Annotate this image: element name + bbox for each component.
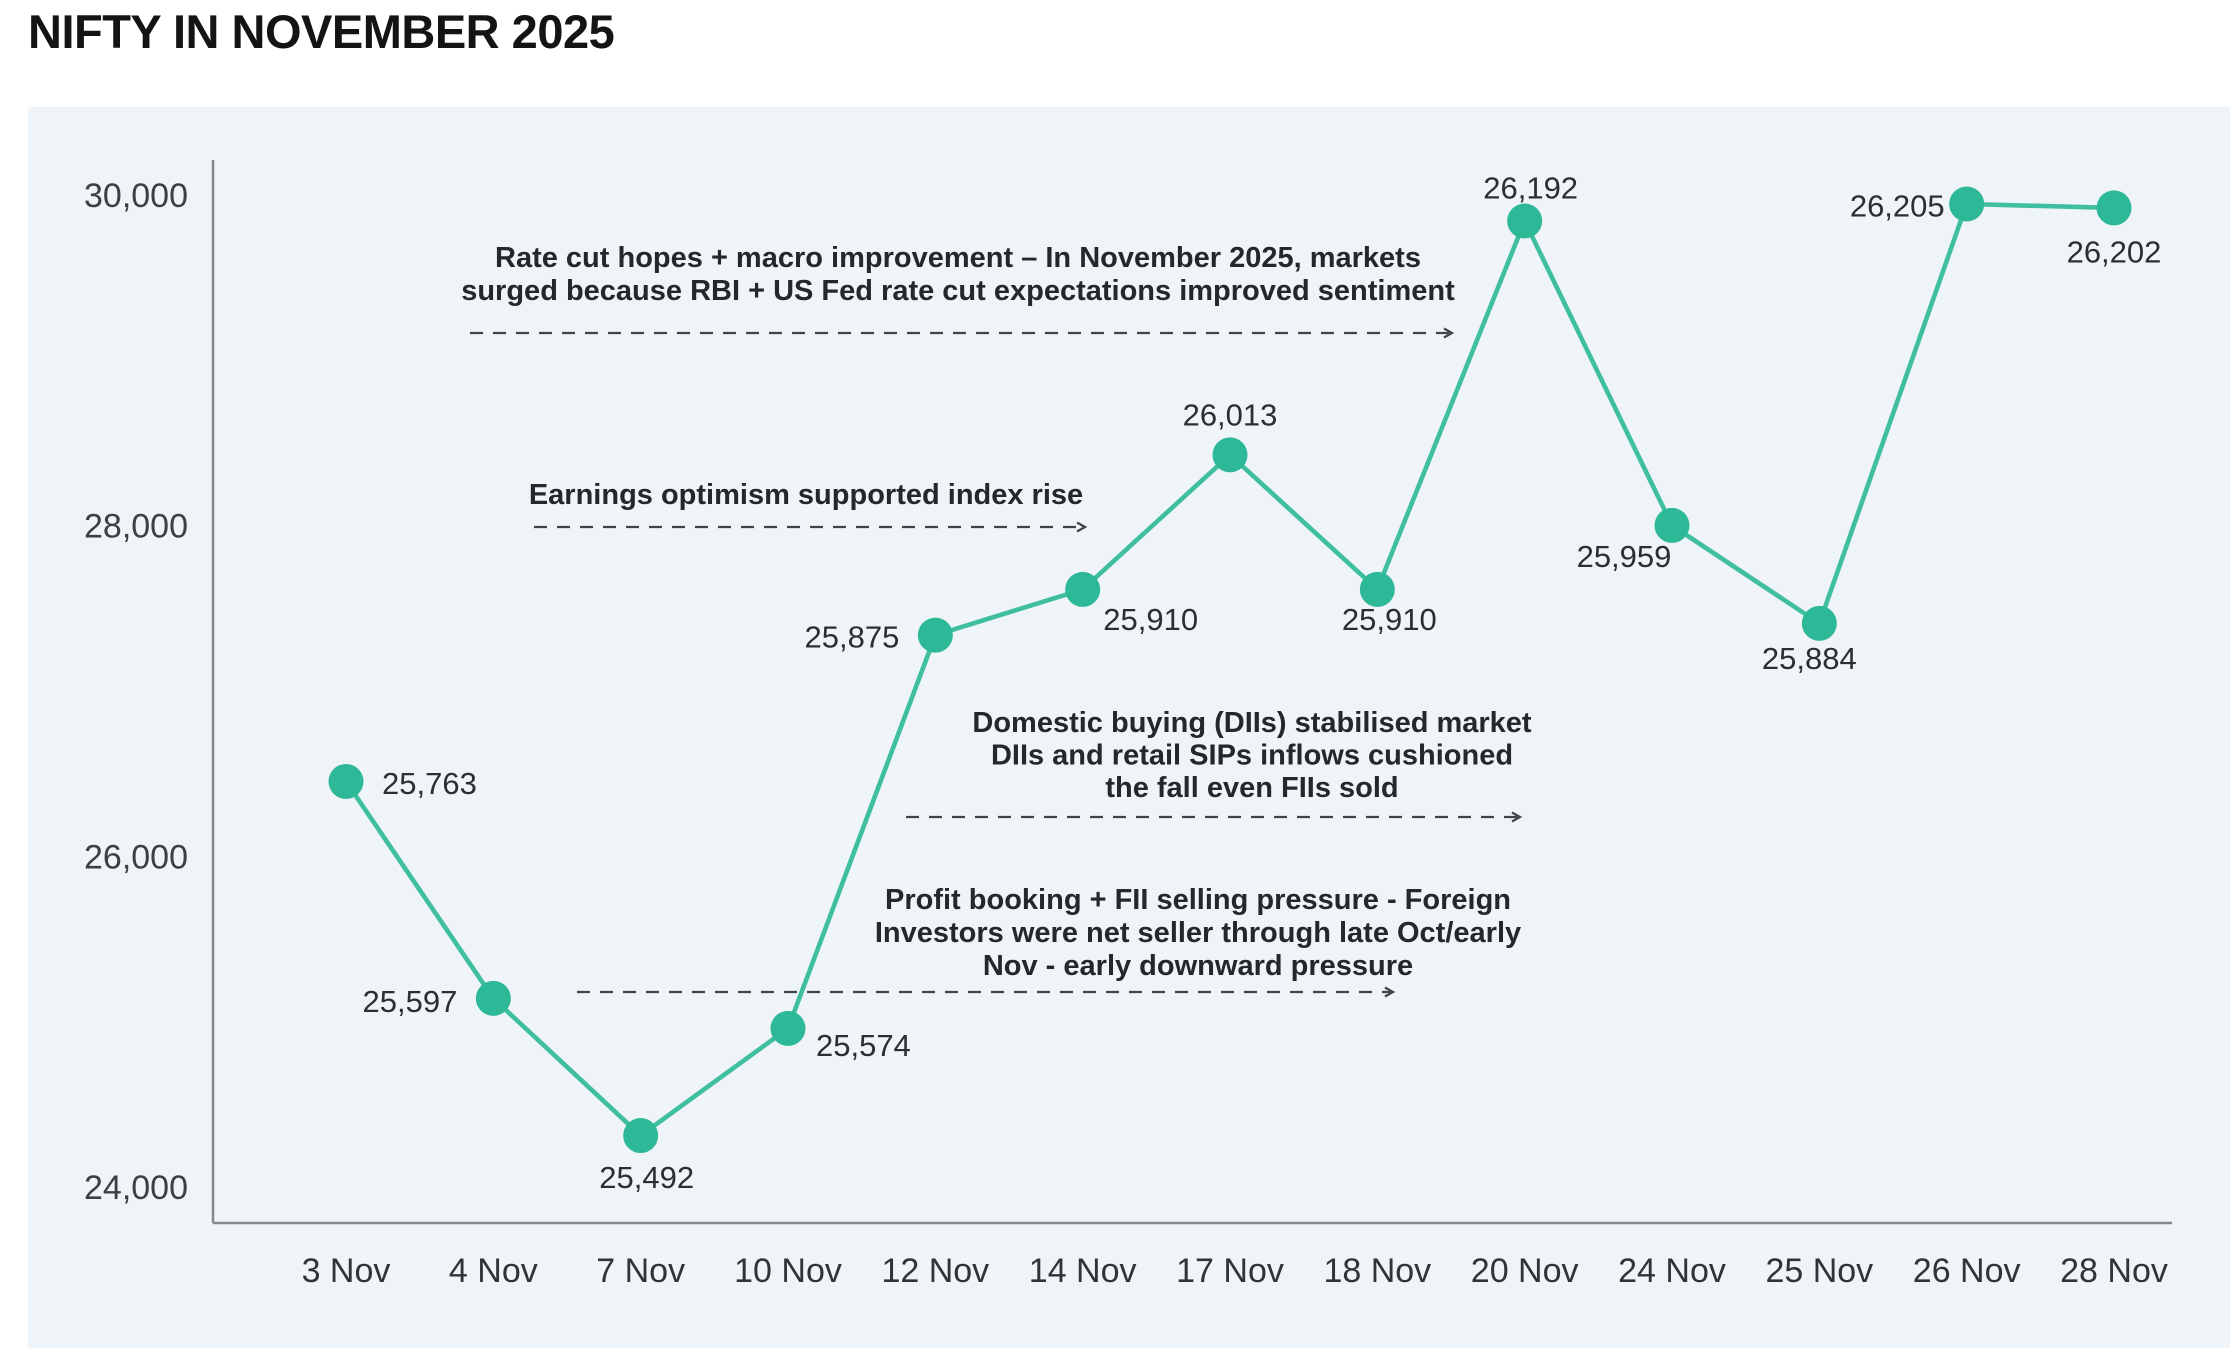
data-point-label: 25,492: [599, 1160, 694, 1195]
data-point-label: 25,875: [805, 620, 900, 655]
annotation-text-line: the fall even FIIs sold: [1105, 772, 1398, 804]
data-point-label: 26,192: [1483, 170, 1578, 205]
data-point-label: 25,763: [382, 766, 477, 801]
x-tick-label: 20 Nov: [1471, 1252, 1579, 1290]
data-point-marker: [917, 617, 953, 653]
axis-tick-labels: 30,000 28,000 26,000 24,000 3 Nov 4 Nov 7 Nov 1…: [84, 177, 2168, 1290]
data-point-label: 26,013: [1183, 397, 1278, 432]
x-tick-label: 14 Nov: [1029, 1252, 1137, 1290]
data-point-label: 25,597: [363, 984, 458, 1019]
x-tick-label: 7 Nov: [596, 1252, 685, 1290]
data-point-label: 26,205: [1850, 189, 1945, 224]
data-point-marker: [1065, 571, 1101, 607]
data-point-marker: [1507, 203, 1543, 239]
data-point-label: 25,959: [1577, 539, 1672, 574]
x-tick-label: 10 Nov: [734, 1252, 842, 1290]
x-tick-label: 4 Nov: [449, 1252, 538, 1290]
series: [328, 186, 2132, 1154]
annotation-text-line: surged because RBI + US Fed rate cut exp…: [461, 275, 1455, 307]
data-point-marker: [475, 980, 511, 1016]
data-point-marker: [2096, 190, 2132, 226]
x-tick-label: 12 Nov: [881, 1252, 989, 1290]
annotation-text-line: DIIs and retail SIPs inflows cushioned: [991, 740, 1513, 772]
x-tick-label: 25 Nov: [1765, 1252, 1873, 1290]
y-tick-label: 28,000: [84, 508, 188, 546]
data-point-label: 25,574: [816, 1028, 911, 1063]
data-point-label: 26,202: [2067, 234, 2162, 269]
x-tick-label: 18 Nov: [1323, 1252, 1431, 1290]
annotation-text-line: Earnings optimism supported index rise: [529, 479, 1083, 511]
data-point-marker: [328, 763, 364, 799]
point-labels: 25,763 25,597 25,492 25,574 25,875 25,910 26,0…: [363, 170, 2162, 1195]
x-tick-label: 24 Nov: [1618, 1252, 1726, 1290]
data-point-label: 25,884: [1762, 641, 1857, 676]
annotation-text-line: Nov - early downward pressure: [983, 950, 1413, 982]
data-point-marker: [1212, 437, 1248, 473]
data-point-marker: [1654, 507, 1690, 543]
x-tick-label: 26 Nov: [1913, 1252, 2021, 1290]
y-tick-label: 26,000: [84, 838, 188, 876]
annotation-text-line: Domestic buying (DIIs) stabilised market: [972, 707, 1532, 739]
data-point-marker: [623, 1118, 659, 1154]
chart-title: NIFTY IN NOVEMBER 2025: [28, 5, 615, 58]
x-tick-label: 17 Nov: [1176, 1252, 1284, 1290]
chart-panel: [28, 107, 2230, 1348]
y-tick-label: 30,000: [84, 177, 188, 215]
data-point-label: 25,910: [1103, 602, 1198, 637]
data-point-marker: [1359, 571, 1395, 607]
x-tick-label: 28 Nov: [2060, 1252, 2168, 1290]
data-point-marker: [1949, 186, 1985, 222]
annotation-text-line: Investors were net seller through late O…: [875, 917, 1521, 949]
y-tick-label: 24,000: [84, 1169, 188, 1207]
axes: [211, 160, 2172, 1225]
data-point-marker: [770, 1010, 806, 1046]
annotation-text-line: Profit booking + FII selling pressure - …: [885, 884, 1511, 916]
annotations: Rate cut hopes + macro improvement – In …: [461, 242, 1532, 998]
data-point-label: 25,910: [1342, 602, 1437, 637]
annotation-text-line: Rate cut hopes + macro improvement – In …: [495, 242, 1421, 274]
x-tick-label: 3 Nov: [302, 1252, 391, 1290]
data-point-marker: [1801, 605, 1837, 641]
